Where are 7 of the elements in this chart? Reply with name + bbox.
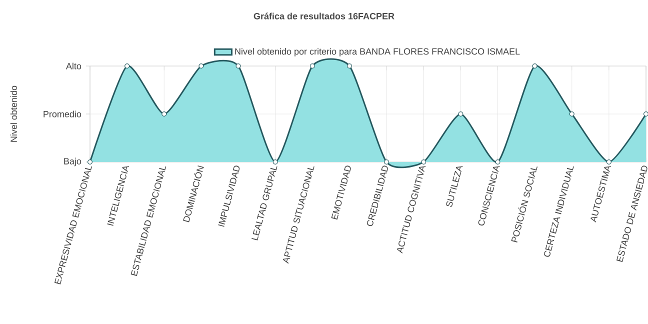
text: Promedio xyxy=(44,110,82,118)
chart-title: Gráfica de resultados 16FACPER xyxy=(254,12,394,20)
legend-label: Nivel obtenido por criterio para BANDA FLORES FRANCISCO ISMAEL xyxy=(235,48,520,56)
x-tick-label: LEALTAD GRUPAL xyxy=(252,166,278,240)
y-axis-title: Nivel obtenido xyxy=(10,86,17,142)
text: Bajo xyxy=(64,158,82,166)
text: Alto xyxy=(66,62,82,70)
